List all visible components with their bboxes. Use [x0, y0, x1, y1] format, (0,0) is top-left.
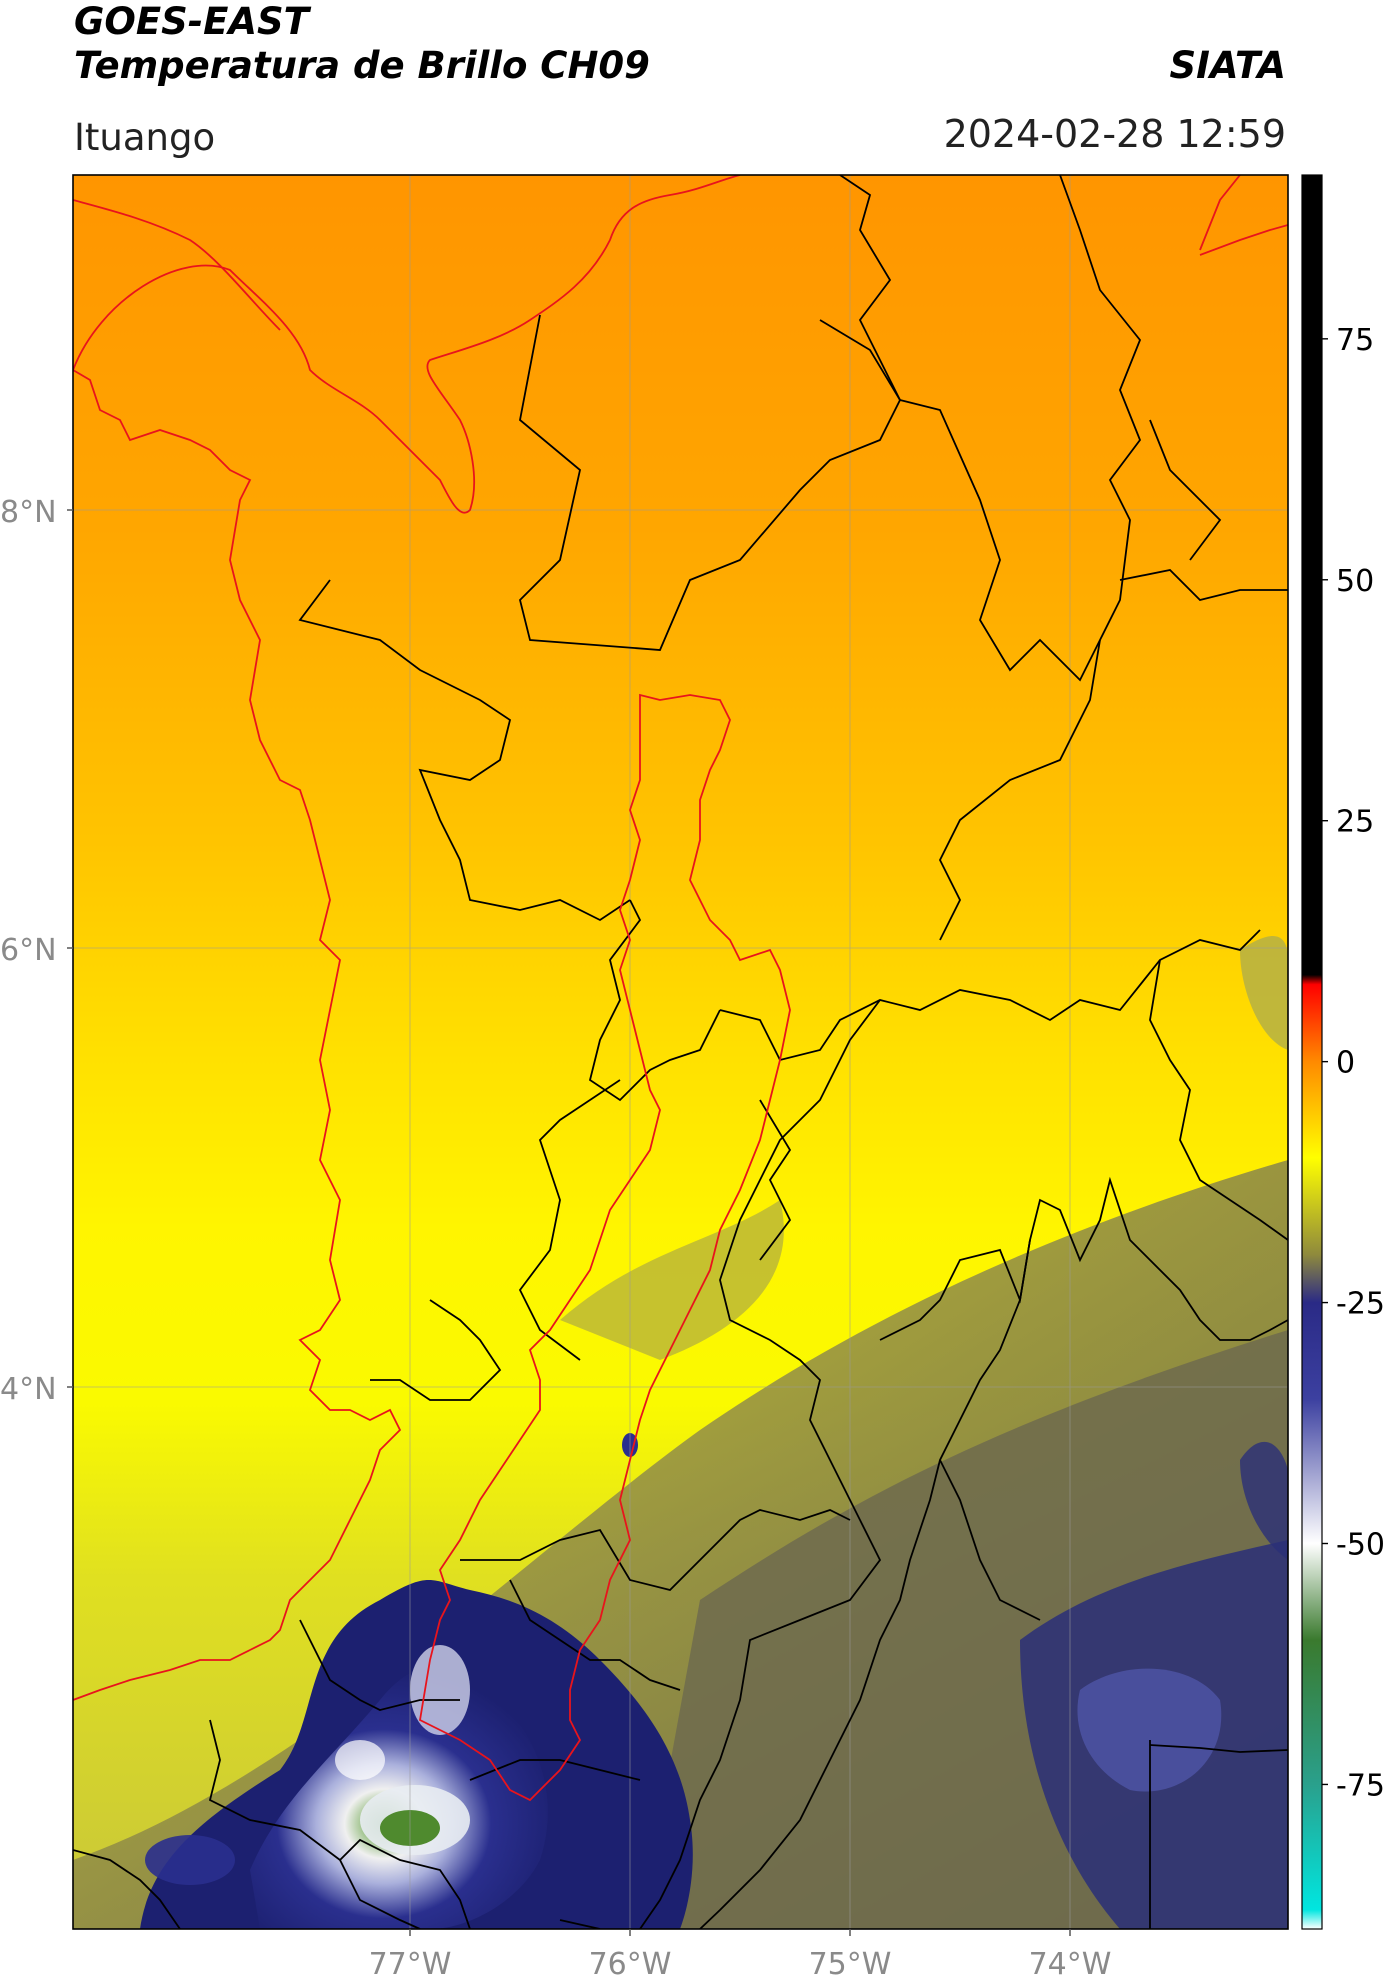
lon-tick-label: 76°W	[589, 1947, 672, 1981]
political-borders	[73, 175, 1288, 1929]
organization-label: SIATA	[1169, 44, 1286, 87]
colorbar-tick-label: -50	[1336, 1528, 1384, 1563]
latitude-axis: 8°N 6°N 4°N	[0, 495, 73, 1407]
lon-tick-label: 75°W	[809, 1947, 892, 1981]
longitude-axis: 77°W 76°W 75°W 74°W	[369, 1929, 1112, 1981]
graticule	[73, 175, 1288, 1929]
title-product: Temperatura de Brillo CH09	[74, 44, 650, 87]
colorbar-tick-label: -25	[1336, 1287, 1384, 1322]
datetime-label: 2024-02-28 12:59	[943, 112, 1286, 156]
lat-tick-label: 6°N	[0, 933, 57, 968]
map-frame	[72, 174, 1289, 1930]
colorbar-tick-label: 0	[1336, 1046, 1355, 1081]
colorbar-tick-label: 25	[1336, 805, 1374, 840]
lat-tick-label: 4°N	[0, 1372, 57, 1407]
colorbar-tick-label: -75	[1336, 1768, 1384, 1803]
lat-tick-label: 8°N	[0, 495, 57, 530]
lon-tick-label: 74°W	[1029, 1947, 1112, 1981]
basin-and-coastline	[73, 175, 1288, 1802]
colorbar-tick-label: 50	[1336, 564, 1374, 599]
colorbar-gradient	[1301, 174, 1323, 1930]
lon-tick-label: 77°W	[369, 1947, 452, 1981]
location-label: Ituango	[74, 116, 216, 159]
colorbar: 75 50 25 0 -25 -50 -75	[1301, 174, 1384, 1930]
brightness-temperature-field	[73, 175, 1288, 1929]
colorbar-tick-label: 75	[1336, 323, 1374, 358]
title-satellite: GOES-EAST	[74, 0, 309, 43]
